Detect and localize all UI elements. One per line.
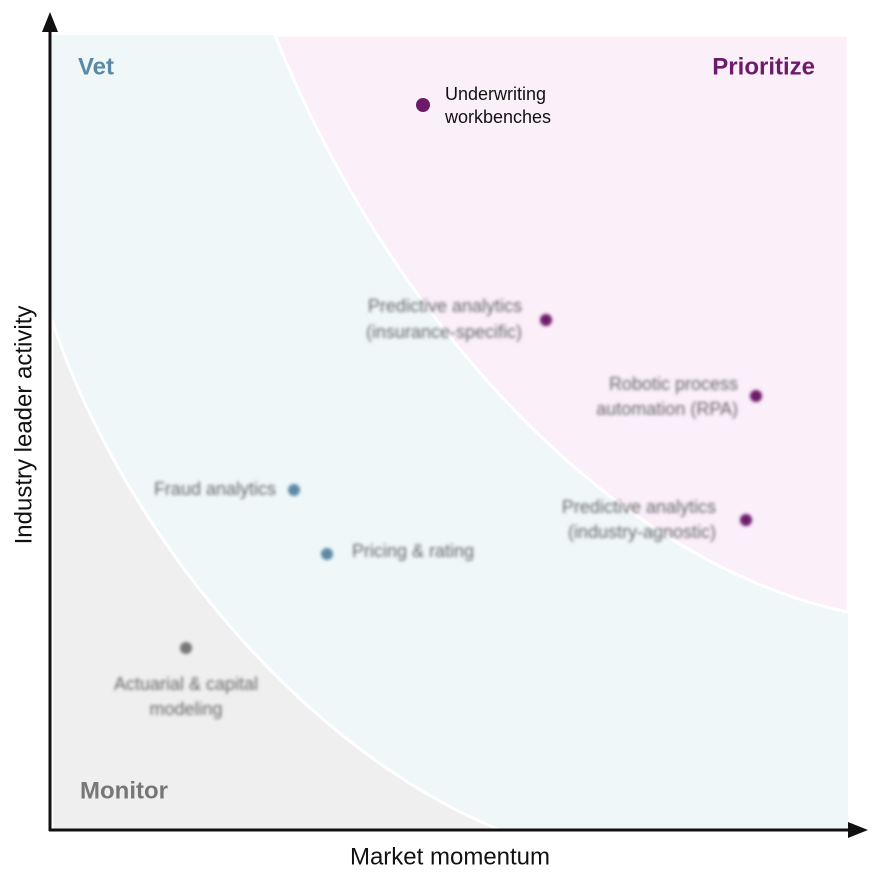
- zone-label: Monitor: [80, 777, 168, 804]
- x-arrow: [848, 822, 868, 838]
- zone-label: Prioritize: [712, 53, 815, 80]
- node-label: (insurance-specific): [366, 322, 522, 342]
- monitor-zone: [50, 319, 501, 832]
- prioritize-zone: [272, 33, 850, 614]
- node-dot: [540, 314, 552, 326]
- y-axis-label: Industry leader activity: [10, 306, 37, 545]
- node-label: Underwriting: [445, 84, 546, 104]
- node-dot: [288, 484, 300, 496]
- node-dot: [180, 642, 192, 654]
- node-label: automation (RPA): [596, 399, 738, 419]
- node-dot: [416, 98, 430, 112]
- x-axis-label: Market momentum: [350, 843, 550, 870]
- node-label: Predictive analytics: [562, 497, 716, 517]
- node-dot: [750, 390, 762, 402]
- node-label: Robotic process: [609, 374, 738, 394]
- zone-label: Vet: [78, 53, 114, 80]
- node-dot: [321, 548, 333, 560]
- node-label: Predictive analytics: [368, 296, 522, 316]
- node-label: Actuarial & capital: [114, 674, 258, 694]
- node-dot: [740, 514, 752, 526]
- node-label: Fraud analytics: [154, 479, 276, 499]
- y-arrow: [42, 12, 58, 32]
- node-label: modeling: [149, 699, 222, 719]
- node-label: (industry-agnostic): [568, 522, 716, 542]
- axes: [42, 12, 868, 838]
- node-label: workbenches: [444, 107, 551, 127]
- blurred-nodes: Predictive analytics (insurance-specific…: [114, 296, 762, 719]
- node-label: Pricing & rating: [352, 541, 474, 561]
